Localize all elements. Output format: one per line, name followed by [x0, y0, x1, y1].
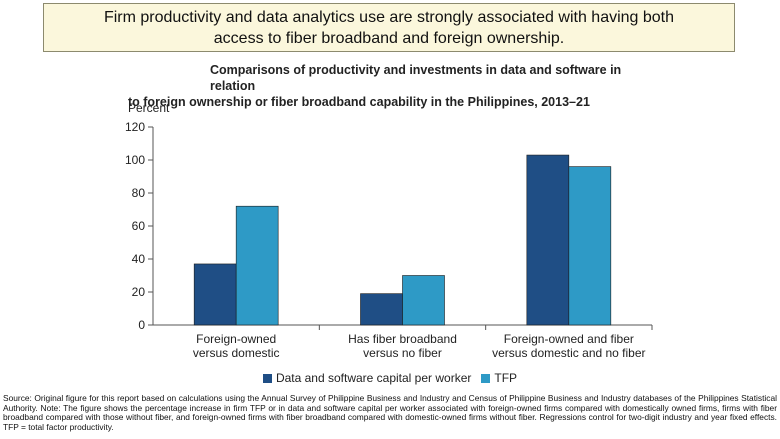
y-tick-label-60: 60: [132, 219, 146, 233]
x-category-label-3-line-2: versus domestic and no fiber: [492, 346, 645, 360]
x-category-label-1-line-2: versus domestic: [193, 346, 280, 360]
y-tick-label-100: 100: [125, 153, 145, 167]
chart-title-line-1: Comparisons of productivity and investme…: [210, 63, 622, 93]
y-tick-label-80: 80: [132, 186, 146, 200]
chart-title-line-2: to foreign ownership or fiber broadband …: [128, 95, 590, 109]
bar-tfp-cat-3: [568, 166, 612, 326]
chart-title: Comparisons of productivity and investme…: [128, 62, 668, 110]
y-axis-unit-label: Percent: [128, 101, 170, 115]
x-category-label-2-line-1: Has fiber broadband: [348, 332, 457, 346]
legend-swatch-data-software: [262, 373, 272, 383]
legend-item-tfp: TFP: [481, 371, 517, 385]
bar-data-software-cat-2: [360, 293, 403, 326]
bar-tfp-cat-1: [235, 205, 279, 326]
source-note: Source: Original figure for this report …: [3, 393, 777, 432]
y-tick-label-0: 0: [138, 318, 145, 332]
chart-legend: Data and software capital per worker TFP: [0, 371, 780, 385]
x-category-label-2-line-2: versus no fiber: [363, 346, 442, 360]
bar-data-software-cat-1: [193, 263, 237, 326]
y-tick-label-120: 120: [125, 120, 145, 134]
headline-text: Firm productivity and data analytics use…: [103, 8, 675, 47]
bar-tfp-cat-2: [402, 275, 445, 326]
legend-item-data-software: Data and software capital per worker: [262, 371, 472, 385]
y-tick-label-40: 40: [132, 252, 146, 266]
y-tick-label-20: 20: [132, 285, 146, 299]
legend-swatch-tfp: [481, 373, 491, 383]
legend-label-tfp: TFP: [494, 371, 518, 385]
bar-data-software-cat-3: [526, 154, 570, 326]
x-category-label-1-line-1: Foreign-owned: [196, 332, 276, 346]
legend-label-data-software: Data and software capital per worker: [275, 371, 472, 385]
x-category-label-3-line-1: Foreign-owned and fiber: [504, 332, 634, 346]
headline-banner: Firm productivity and data analytics use…: [43, 3, 735, 52]
